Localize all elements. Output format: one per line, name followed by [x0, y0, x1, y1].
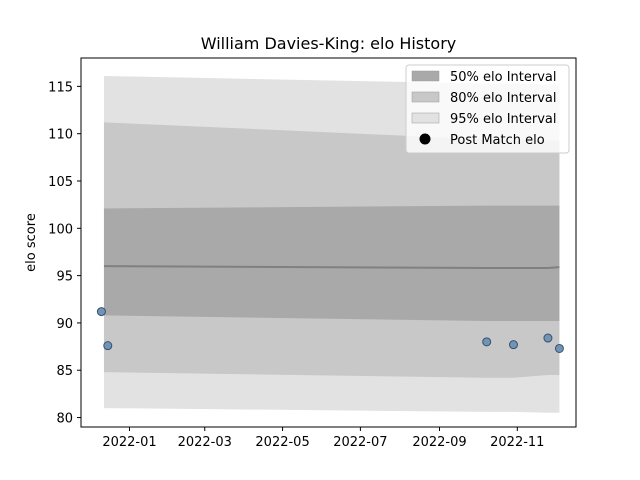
x-tick-label: 2022-01: [102, 435, 156, 450]
x-tick-label: 2022-11: [490, 435, 544, 450]
legend-marker: [420, 134, 431, 145]
chart-title: William Davies-King: elo History: [201, 34, 457, 53]
post-match-elo-point: [97, 308, 105, 316]
x-tick-label: 2022-03: [178, 435, 232, 450]
y-tick-label: 85: [56, 364, 73, 379]
y-tick-label: 90: [56, 317, 73, 332]
y-tick-label: 80: [56, 412, 73, 427]
legend-label: 95% elo Interval: [450, 112, 557, 127]
x-tick-label: 2022-05: [255, 435, 309, 450]
x-axis: 2022-01 2022-03 2022-05 2022-07 2022-09 2022-…: [102, 427, 544, 450]
y-axis: 80 85 90 95 100 105 110 115: [48, 80, 81, 426]
y-tick-label: 95: [56, 270, 73, 285]
x-tick-label: 2022-09: [412, 435, 466, 450]
y-tick-label: 100: [48, 222, 73, 237]
legend-label: 80% elo Interval: [450, 91, 557, 106]
x-tick-label: 2022-07: [333, 435, 387, 450]
y-tick-label: 115: [48, 80, 73, 95]
post-match-elo-point: [555, 344, 563, 352]
post-match-elo-point: [483, 338, 491, 346]
post-match-elo-point: [544, 334, 552, 342]
post-match-elo-point: [104, 342, 112, 350]
interval-band-band-50: [104, 206, 559, 321]
legend-label: 50% elo Interval: [450, 70, 557, 85]
y-tick-label: 110: [48, 128, 73, 143]
legend: 50% elo Interval 80% elo Interval 95% elo …: [406, 65, 569, 153]
post-match-elo-point: [509, 341, 517, 349]
legend-swatch: [412, 113, 439, 123]
y-tick-label: 105: [48, 175, 73, 190]
legend-swatch: [412, 92, 439, 102]
legend-swatch: [412, 71, 439, 81]
y-axis-label: elo score: [24, 213, 39, 272]
legend-label: Post Match elo: [450, 133, 545, 148]
